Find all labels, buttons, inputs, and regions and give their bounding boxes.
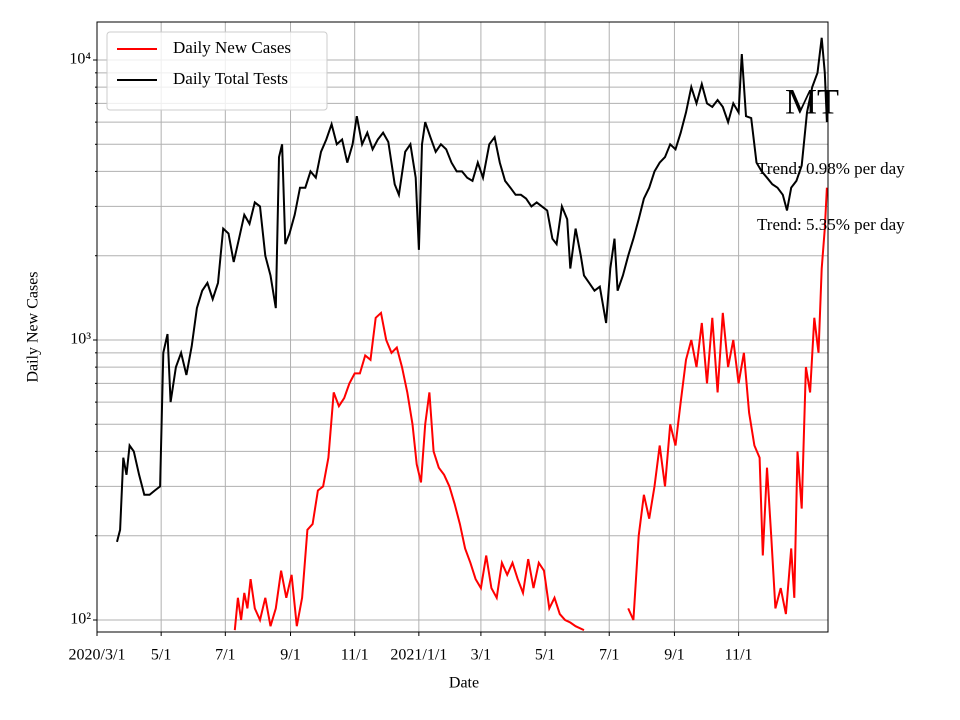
annotation: Trend: 5.35% per day (757, 215, 905, 234)
x-tick-label: 9/1 (664, 647, 684, 664)
x-tick-label: 5/1 (535, 647, 555, 664)
data-line (116, 37, 828, 543)
x-tick-label: 3/1 (471, 647, 491, 664)
x-tick-label: 11/1 (725, 647, 753, 664)
y-tick-label: 10² (70, 611, 91, 628)
y-tick-label: 10⁴ (69, 51, 91, 68)
legend-label: Daily Total Tests (173, 69, 288, 88)
x-tick-label: 2021/1/1 (390, 647, 447, 664)
x-tick-label: 9/1 (280, 647, 300, 664)
plot-frame (96, 21, 829, 633)
legend-label: Daily New Cases (173, 38, 291, 57)
y-axis-label: Daily New Cases (25, 271, 42, 382)
plot-area (116, 37, 828, 632)
chart-title: MT (785, 81, 839, 121)
data-line (233, 187, 828, 632)
legend-box (106, 31, 328, 111)
x-tick-label: 11/1 (341, 647, 369, 664)
y-tick-label: 10³ (70, 331, 91, 348)
x-tick-label: 5/1 (151, 647, 171, 664)
x-tick-label: 7/1 (599, 647, 619, 664)
x-axis-label: Date (449, 675, 479, 692)
annotation: Trend: 0.98% per day (757, 159, 905, 178)
x-tick-label: 2020/3/1 (69, 647, 126, 664)
x-tick-label: 7/1 (215, 647, 235, 664)
